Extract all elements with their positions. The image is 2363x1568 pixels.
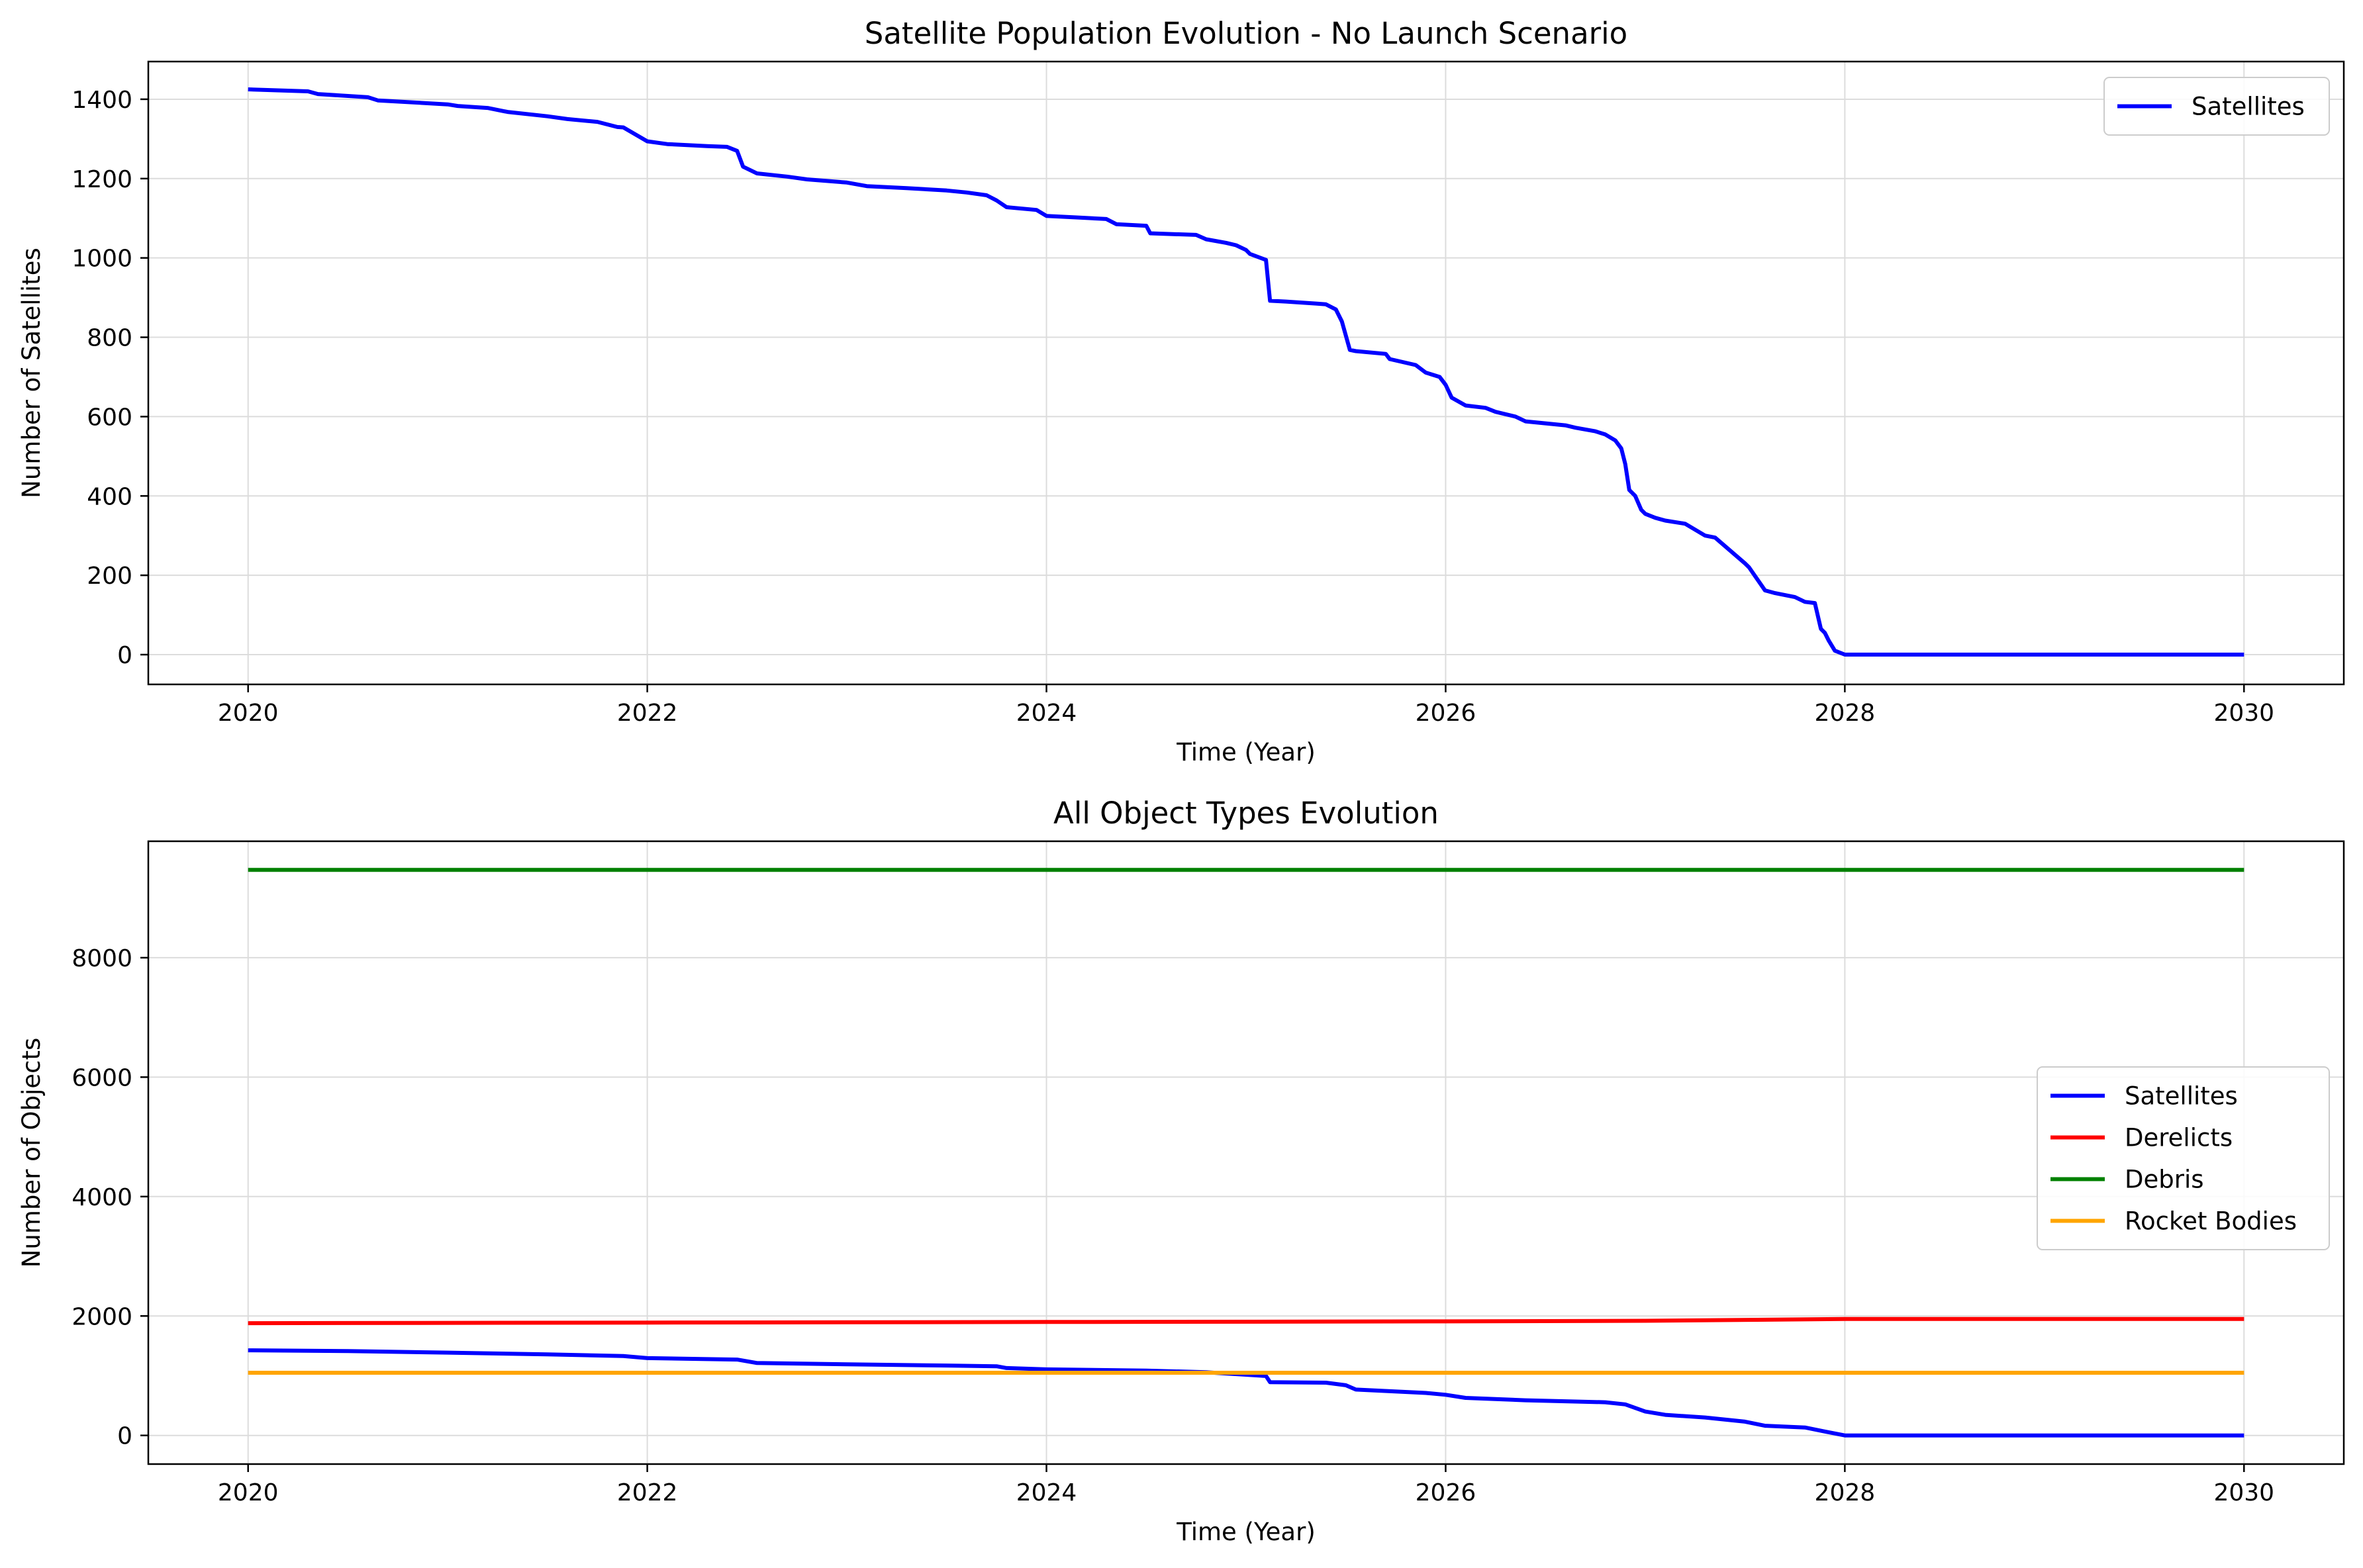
y-tick-label: 1400 [72, 87, 132, 114]
x-axis-ticks: 2020 2022 2024 2026 2028 2030 [218, 684, 2274, 727]
legend-label: Rocket Bodies [2125, 1207, 2297, 1236]
y-tick-label: 800 [87, 325, 132, 352]
legend-box [2103, 77, 2330, 136]
y-tick-label: 600 [87, 404, 132, 431]
legend-label: Satellites [2192, 93, 2305, 121]
series-line-satellites [248, 1348, 2244, 1438]
x-tick-label: 2026 [1416, 1479, 1476, 1506]
y-axis-label: Number of Satellites [17, 248, 46, 498]
series-line-derelicts [248, 1316, 2244, 1326]
x-tick-label: 2028 [1815, 700, 1876, 727]
y-tick-label: 200 [87, 563, 132, 590]
y-tick-label: 1200 [72, 166, 132, 193]
plot-area-frame [147, 60, 2345, 686]
x-axis-label: Time (Year) [1176, 738, 1316, 766]
x-tick-label: 2022 [617, 1479, 678, 1506]
y-axis-ticks: 0 200 400 600 800 1000 1200 1400 [72, 87, 148, 669]
x-tick-label: 2028 [1815, 1479, 1876, 1506]
y-axis-ticks: 0 2000 4000 6000 8000 [72, 945, 148, 1450]
y-tick-label: 0 [117, 642, 132, 669]
series-lines [248, 87, 2244, 657]
legend-label: Debris [2125, 1166, 2204, 1194]
legend-label: Satellites [2125, 1082, 2238, 1111]
plot-area-frame [147, 840, 2345, 1465]
all-object-types-chart: 2020 2022 2024 2026 2028 2030 0 2000 4000 6000 80… [17, 796, 2345, 1546]
x-tick-label: 2030 [2213, 700, 2274, 727]
chart-title: Satellite Population Evolution - No Laun… [865, 16, 1627, 51]
x-axis-ticks: 2020 2022 2024 2026 2028 2030 [218, 1464, 2274, 1506]
y-tick-label: 400 [87, 483, 132, 510]
y-tick-label: 4000 [72, 1184, 132, 1211]
legend-label: Derelicts [2125, 1124, 2233, 1152]
y-tick-label: 1000 [72, 246, 132, 273]
series-line-satellites [248, 87, 2244, 657]
legend-box [2037, 1066, 2330, 1250]
chart-title: All Object Types Evolution [1053, 796, 1439, 831]
y-tick-label: 6000 [72, 1064, 132, 1091]
x-tick-label: 2026 [1416, 700, 1476, 727]
y-axis-label: Number of Objects [17, 1038, 46, 1268]
series-lines [248, 868, 2244, 1438]
legend: Satellites [2103, 77, 2330, 136]
y-tick-label: 8000 [72, 945, 132, 972]
x-tick-label: 2020 [218, 700, 279, 727]
y-tick-label: 0 [117, 1423, 132, 1450]
satellite-population-chart: 2020 2022 2024 2026 2028 2030 0 200 400 600 800 10… [17, 16, 2345, 766]
x-tick-label: 2022 [617, 700, 678, 727]
x-tick-label: 2024 [1016, 1479, 1077, 1506]
x-tick-label: 2020 [218, 1479, 279, 1506]
x-axis-label: Time (Year) [1176, 1518, 1316, 1546]
x-tick-label: 2030 [2213, 1479, 2274, 1506]
y-tick-label: 2000 [72, 1303, 132, 1330]
x-tick-label: 2024 [1016, 700, 1077, 727]
legend: Satellites Derelicts Debris Rocket Bodies [2037, 1066, 2330, 1250]
grid-lines [148, 841, 2344, 1464]
